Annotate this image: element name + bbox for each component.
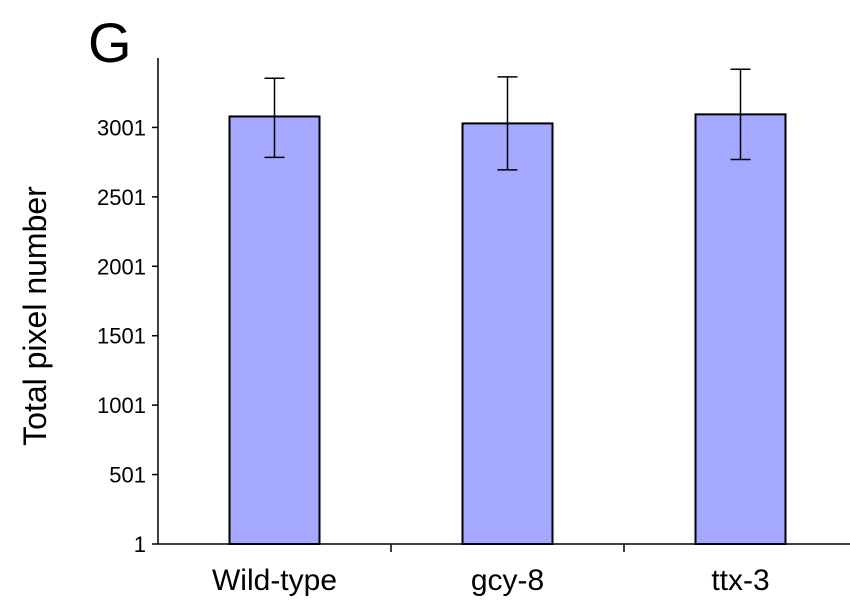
axes-group: [157, 58, 850, 545]
x-ticks-group: Wild-type gcy-8 ttx-3: [212, 544, 770, 597]
y-tick-label: 501: [109, 463, 146, 488]
y-tick-label: 3001: [97, 115, 146, 140]
x-category-label: ttx-3: [711, 564, 769, 597]
bar-gcy-8: [461, 122, 554, 546]
bars-group: [228, 113, 787, 546]
error-bars-group: [264, 68, 751, 171]
y-tick-label: 2501: [97, 185, 146, 210]
bar-wild-type: [228, 115, 321, 545]
panel-label: G: [88, 11, 132, 74]
y-tick-label: 1001: [97, 393, 146, 418]
bar-ttx-3: [694, 113, 787, 545]
y-tick-label: 1: [134, 532, 146, 557]
y-tick-label: 2001: [97, 254, 146, 279]
x-category-label: gcy-8: [471, 564, 544, 597]
y-axis-label: Total pixel number: [17, 186, 53, 446]
y-tick-label: 1501: [97, 324, 146, 349]
x-category-label: Wild-type: [212, 564, 337, 597]
